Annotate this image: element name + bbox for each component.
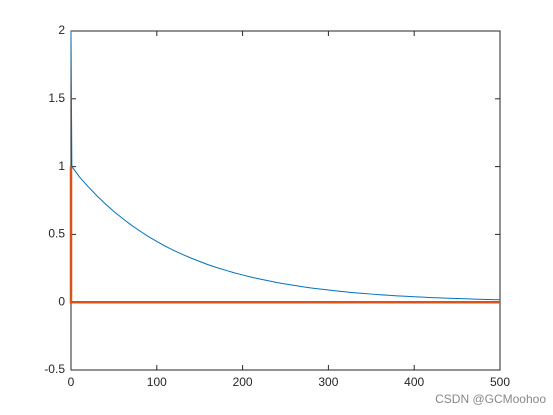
x-tick-label: 100 bbox=[147, 375, 167, 389]
plot-area bbox=[70, 30, 501, 371]
y-tick-label: 2 bbox=[58, 23, 65, 37]
x-tick-label: 300 bbox=[318, 375, 338, 389]
x-tick-label: 400 bbox=[404, 375, 424, 389]
y-tick-label: 0.5 bbox=[48, 227, 65, 241]
y-tick-label: -0.5 bbox=[44, 362, 65, 376]
x-tick-label: 200 bbox=[233, 375, 253, 389]
series-line bbox=[70, 30, 501, 301]
series-line bbox=[69, 166, 500, 304]
watermark: CSDN @GCMoohoo bbox=[435, 392, 546, 406]
y-tick-label: 0 bbox=[58, 294, 65, 308]
y-tick-label: 1.5 bbox=[48, 91, 65, 105]
x-tick-label: 500 bbox=[490, 375, 510, 389]
y-tick-label: 1 bbox=[58, 159, 65, 173]
x-tick-label: 0 bbox=[68, 375, 75, 389]
